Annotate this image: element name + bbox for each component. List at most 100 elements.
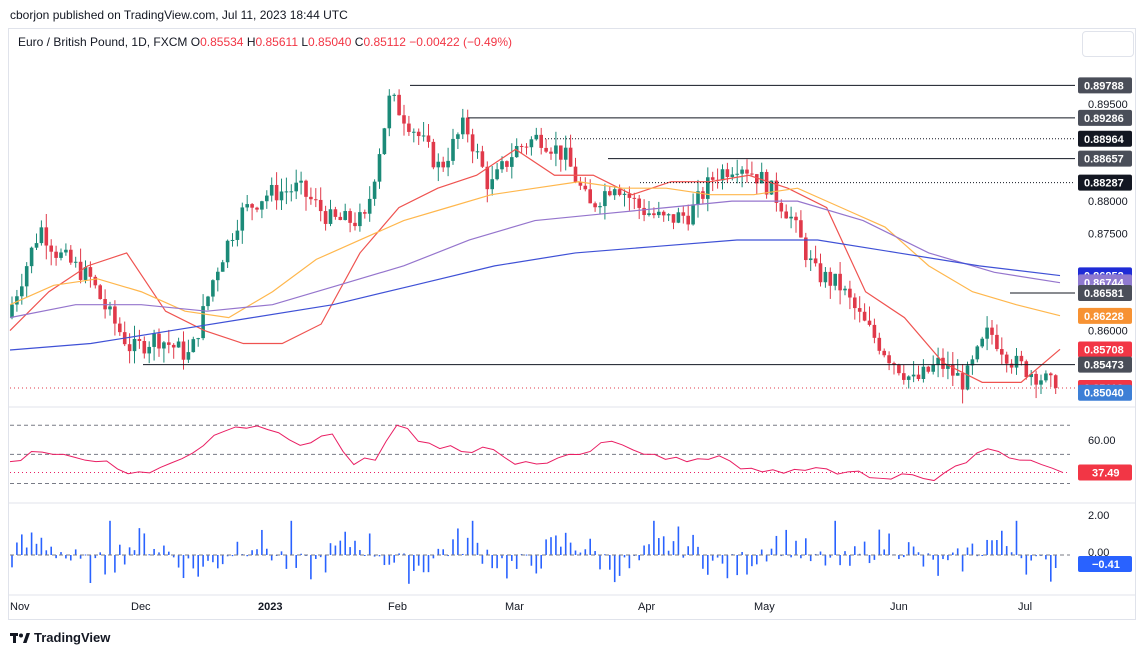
candle-body (808, 258, 813, 261)
price-tag (1078, 174, 1132, 191)
candle-body (500, 161, 504, 170)
candle-body (402, 115, 406, 124)
candle-body (960, 373, 965, 390)
macd-bar (70, 555, 72, 561)
candle-body (289, 191, 294, 193)
macd-bar (996, 540, 998, 555)
candle-body (730, 174, 735, 178)
macd-bar (417, 555, 420, 566)
macd-bar (187, 555, 190, 559)
candle-body (583, 185, 588, 190)
macd-bar (403, 553, 405, 555)
candle-body (260, 201, 264, 210)
macd-bar (1025, 555, 1028, 575)
candle-body (1024, 361, 1029, 378)
price-tag-label: 0.85708 (1084, 344, 1124, 356)
candle-body (127, 344, 132, 352)
macd-bar (785, 529, 787, 555)
macd-bar (795, 540, 797, 555)
macd-bar (21, 534, 23, 555)
macd-bar (515, 555, 518, 569)
price-tag-label: 0.88964 (1084, 134, 1125, 146)
macd-bar (192, 555, 195, 569)
macd-bar (212, 555, 214, 563)
macd-bar (462, 553, 464, 555)
macd-bar (653, 520, 655, 555)
candle-body (598, 206, 602, 208)
candle-body (15, 296, 19, 305)
macd-bar (550, 537, 552, 555)
macd-bar (413, 555, 415, 571)
candle-body (147, 346, 151, 354)
macd-bar (702, 555, 704, 569)
candle-body (676, 212, 681, 223)
macd-bar (319, 555, 322, 558)
macd-bar (937, 555, 939, 576)
candle-body (176, 341, 181, 348)
candle-body (157, 333, 161, 349)
candle-body (936, 357, 940, 365)
candle-body (318, 199, 323, 212)
ma-line-3 (9, 200, 1061, 319)
x-tick-label: Nov (10, 601, 30, 613)
low-label: L (301, 35, 309, 49)
candle-body (323, 211, 328, 224)
macd-bar (790, 555, 792, 558)
macd-bar (530, 555, 533, 566)
macd-bar (16, 542, 18, 555)
macd-bar (594, 551, 596, 555)
candle-body (181, 341, 186, 360)
macd-bar (623, 555, 626, 558)
candle-body (465, 117, 470, 135)
candle-body (632, 197, 637, 199)
candle-body (848, 288, 852, 298)
candle-body (671, 214, 676, 223)
candle-body (348, 211, 352, 223)
macd-bar (236, 541, 239, 555)
macd-bar (854, 546, 856, 555)
chart-settings-button[interactable] (1082, 31, 1134, 57)
candle-body (328, 209, 333, 224)
macd-bar (383, 555, 386, 566)
candle-body (191, 339, 196, 353)
ma-line-1 (9, 148, 1061, 383)
candle-body (612, 189, 617, 196)
macd-bar (814, 553, 817, 555)
macd-bar (888, 533, 890, 555)
macd-bar (79, 555, 82, 559)
macd-bar (613, 555, 616, 583)
candle-body (750, 173, 754, 175)
candle-body (559, 145, 563, 160)
candle-body (363, 212, 367, 214)
candle-body (544, 147, 548, 152)
price-tag-label: 0.88287 (1084, 178, 1124, 190)
candle-body (216, 271, 220, 281)
macd-bar (834, 520, 836, 555)
candle-body (10, 304, 14, 318)
macd-bar (819, 551, 822, 555)
candle-body (647, 213, 651, 216)
macd-bar (339, 540, 342, 555)
macd-bar (172, 555, 175, 558)
rsi-tick-label: 60.00 (1088, 435, 1116, 447)
candle-body (83, 267, 88, 280)
candle-body (1053, 375, 1058, 389)
candle-body (911, 374, 916, 377)
macd-bar (408, 555, 410, 584)
price-tag (1078, 150, 1132, 167)
macd-bar (373, 555, 376, 557)
macd-bar (104, 555, 106, 575)
candle-body (309, 196, 313, 200)
candle-body (220, 262, 225, 272)
candle-body (1044, 373, 1048, 381)
macd-bar (158, 552, 160, 555)
price-tag (1078, 307, 1132, 324)
macd-bar (354, 540, 356, 555)
macd-bar (579, 552, 582, 555)
macd-bar (329, 543, 332, 555)
x-tick-label: Feb (388, 601, 407, 613)
candle-body (186, 352, 191, 360)
macd-bar (364, 555, 366, 556)
candle-body (230, 239, 235, 241)
candle-body (397, 94, 401, 116)
